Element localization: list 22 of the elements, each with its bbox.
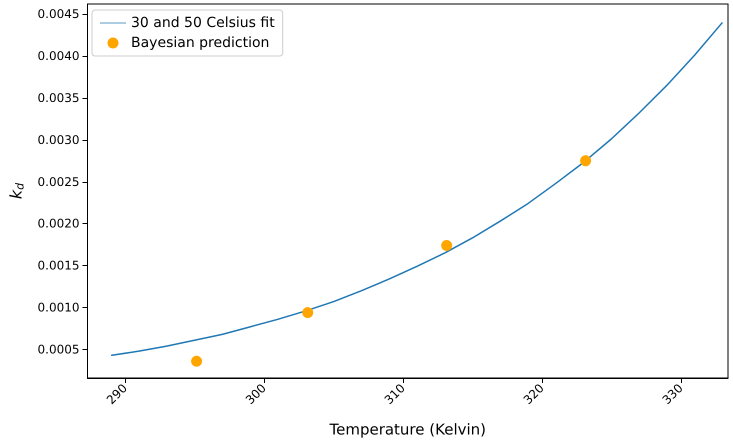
y-tick-label: 0.0005 bbox=[38, 342, 80, 356]
y-tick-label: 0.0015 bbox=[38, 258, 80, 273]
y-tick-label: 0.0025 bbox=[38, 174, 80, 189]
point bbox=[441, 240, 452, 252]
x-axis-title: Temperature (Kelvin) bbox=[328, 420, 486, 438]
x-tick-label: 330 bbox=[660, 381, 686, 408]
y-tick-label: 0.0020 bbox=[38, 216, 80, 231]
y-tick-label: 0.0045 bbox=[38, 7, 80, 22]
point bbox=[580, 155, 592, 166]
y-tick-label: 0.0035 bbox=[38, 90, 80, 105]
y-tick-label: 0.0040 bbox=[38, 48, 80, 63]
y-tick-label: 0.0010 bbox=[38, 300, 80, 315]
y-tick-label: 0.0030 bbox=[38, 132, 80, 147]
point bbox=[191, 356, 202, 367]
x-tick-label: 320 bbox=[520, 381, 547, 408]
point bbox=[302, 307, 314, 318]
x-tick-label: 290 bbox=[104, 381, 130, 408]
x-tick-label: 300 bbox=[242, 381, 269, 408]
x-tick-label: 310 bbox=[382, 381, 408, 408]
legend-label: 30 and 50 Celsius fit bbox=[131, 15, 276, 31]
y-axis-title: kd bbox=[6, 182, 26, 200]
legend-label: Bayesian prediction bbox=[131, 35, 270, 51]
